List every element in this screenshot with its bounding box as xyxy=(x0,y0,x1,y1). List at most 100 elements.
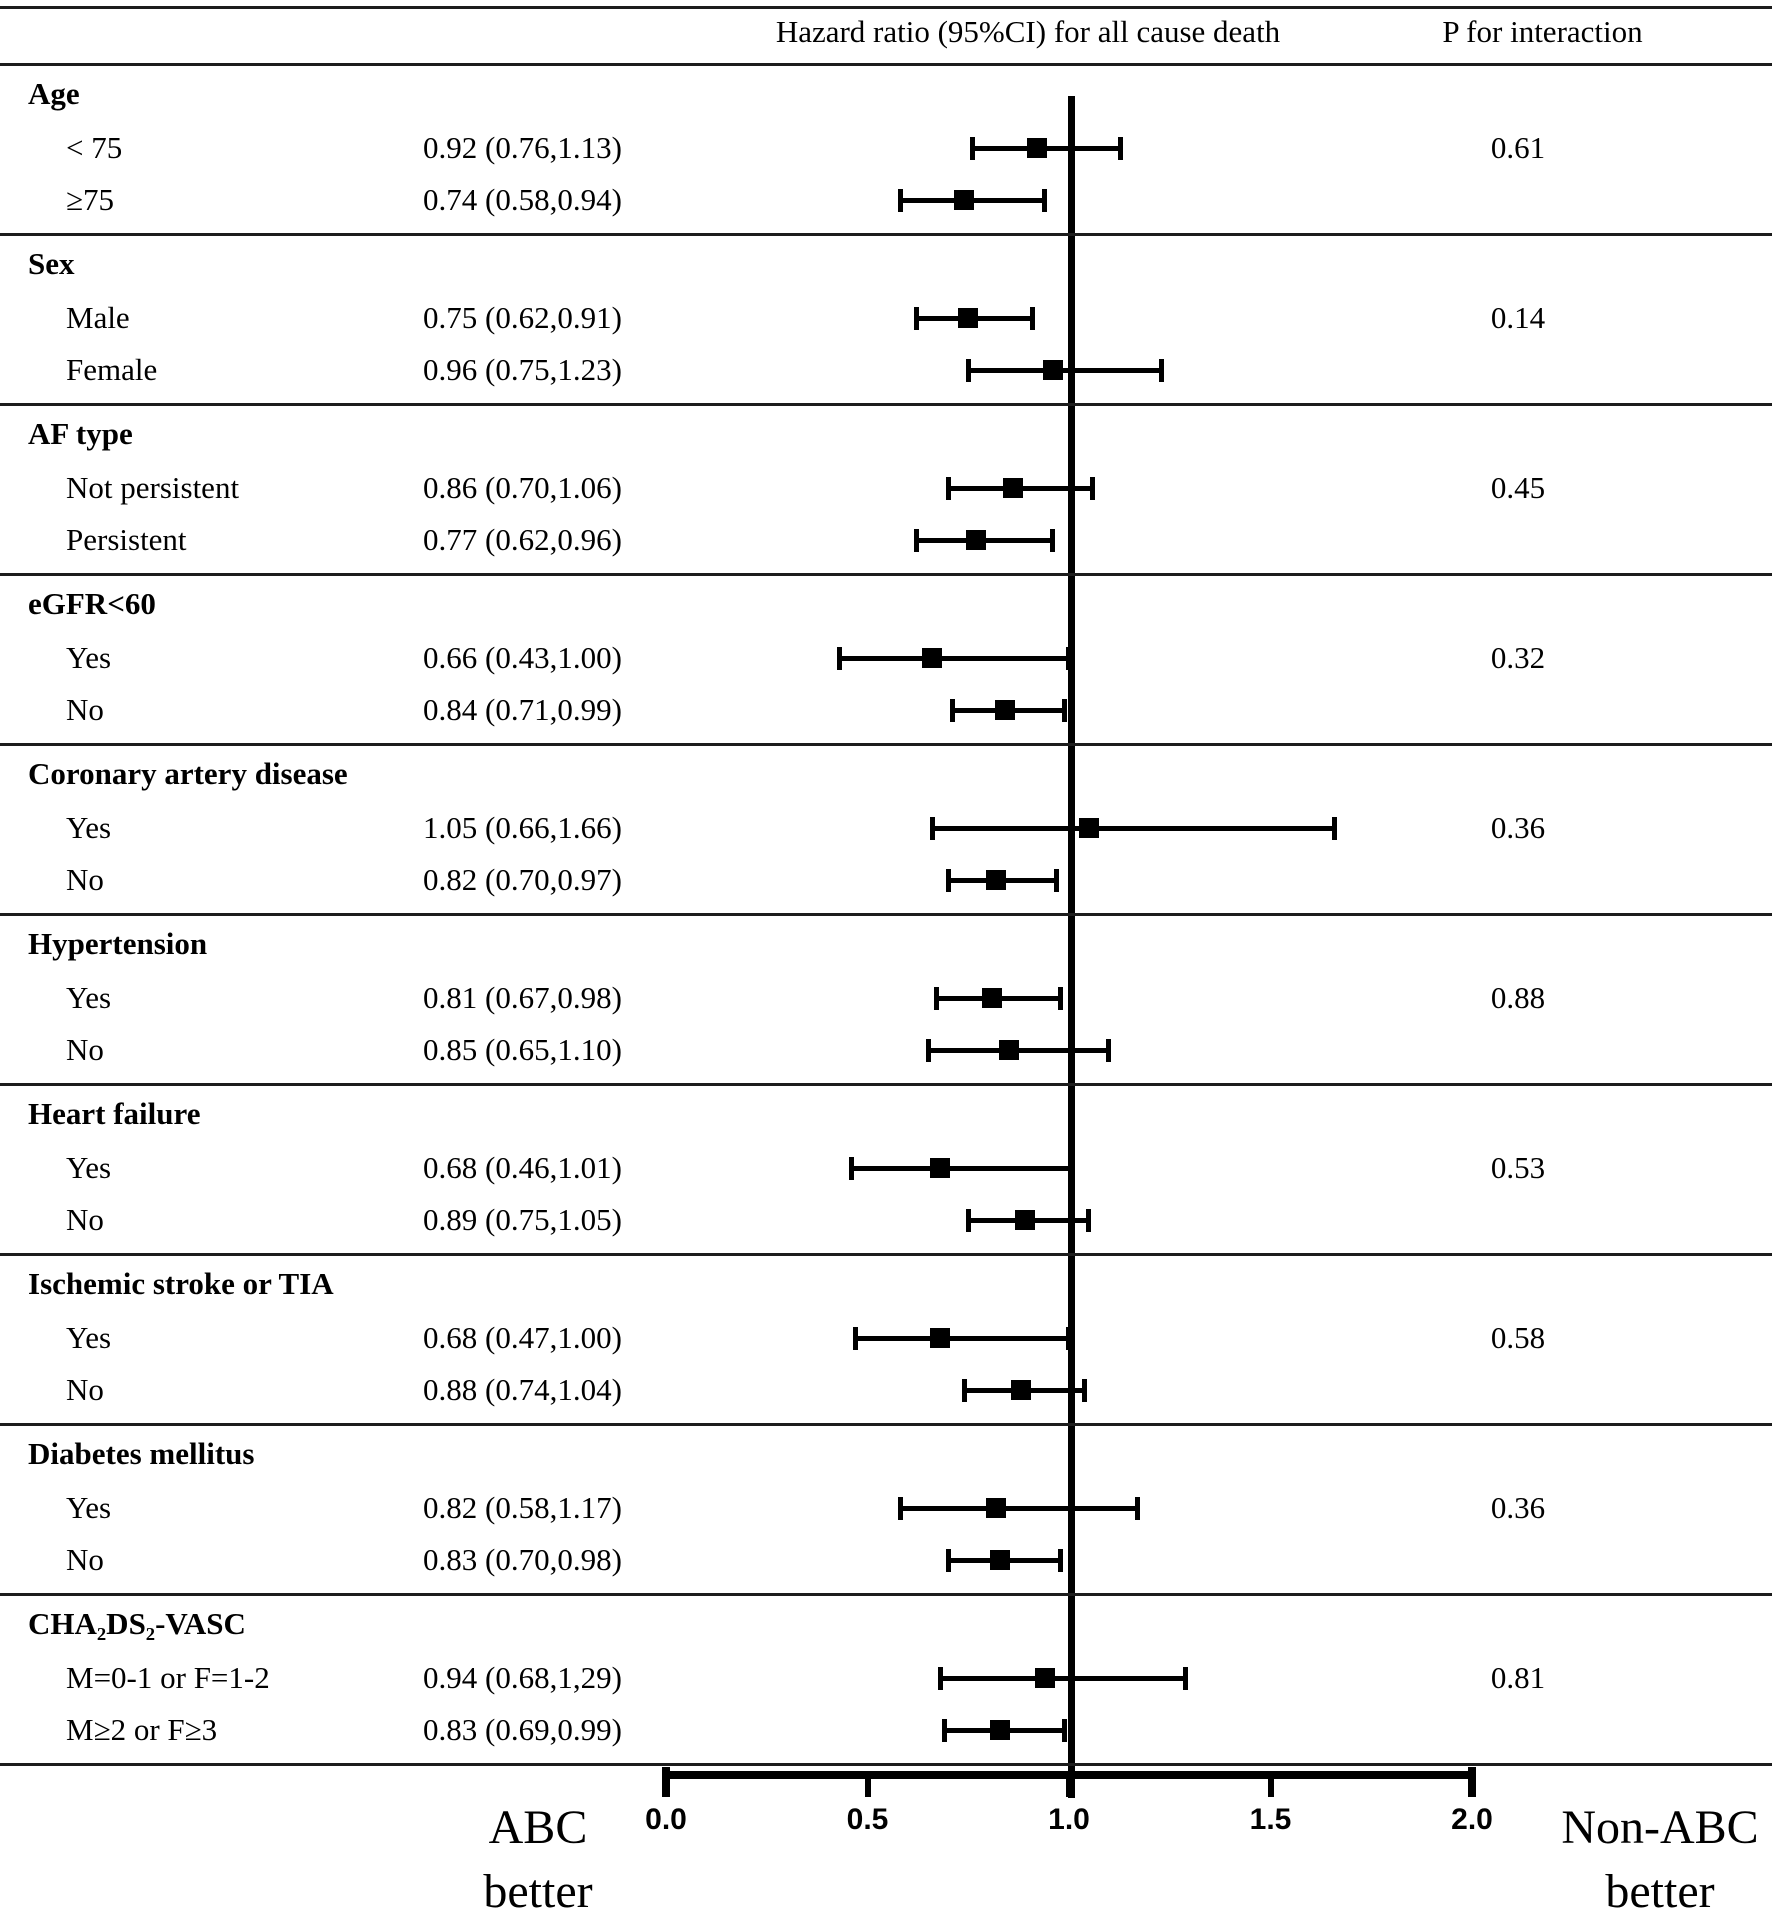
hr-ci-text: 0.85 (0.65,1.10) xyxy=(423,1032,622,1067)
ci-cap-high xyxy=(1029,307,1035,330)
group-separator-rule xyxy=(0,1593,1772,1596)
reference-line xyxy=(1068,96,1075,1798)
group-header-label: AF type xyxy=(28,416,133,451)
hr-point-marker xyxy=(930,1158,951,1178)
hr-ci-text: 1.05 (0.66,1.66) xyxy=(423,810,622,845)
row-label: No xyxy=(66,692,104,727)
ci-cap-low xyxy=(929,817,935,840)
ci-line xyxy=(972,146,1122,151)
hr-ci-text: 0.75 (0.62,0.91) xyxy=(423,300,622,335)
ci-line xyxy=(931,826,1335,831)
ci-cap-low xyxy=(849,1157,855,1180)
group-separator-rule xyxy=(0,1423,1772,1426)
group-separator-rule xyxy=(0,1253,1772,1256)
ci-cap-low xyxy=(897,189,903,212)
ci-cap-low xyxy=(946,1549,952,1572)
p-interaction-value: 0.81 xyxy=(1490,1660,1546,1695)
hr-ci-text: 0.83 (0.69,0.99) xyxy=(423,1712,622,1747)
ci-cap-low xyxy=(950,699,956,722)
hr-ci-text: 0.89 (0.75,1.05) xyxy=(423,1202,622,1237)
group-header-label: Sex xyxy=(28,246,75,281)
top-rule xyxy=(0,6,1772,9)
ci-cap-low xyxy=(946,869,952,892)
row-label: Not persistent xyxy=(66,470,240,505)
row-label: M≥2 or F≥3 xyxy=(66,1712,218,1747)
ci-cap-low xyxy=(913,307,919,330)
row-label: Yes xyxy=(66,1150,112,1185)
row-label: No xyxy=(66,1202,104,1237)
ci-cap-low xyxy=(946,477,952,500)
header-rule xyxy=(0,63,1772,66)
group-header-label: CHA₂DS₂-VASC xyxy=(28,1606,246,1641)
ci-line xyxy=(927,1048,1110,1053)
right-direction-line2: better xyxy=(1605,1865,1715,1918)
hr-ci-text: 0.66 (0.43,1.00) xyxy=(423,640,622,675)
ci-cap-high xyxy=(1053,869,1059,892)
x-axis-tick-label: 0.5 xyxy=(846,1803,889,1836)
group-header-label: Coronary artery disease xyxy=(28,756,348,791)
hr-point-marker xyxy=(1079,818,1100,838)
hr-ci-text: 0.83 (0.70,0.98) xyxy=(423,1542,622,1577)
ci-cap-low xyxy=(934,987,939,1010)
hr-point-marker xyxy=(994,700,1015,720)
group-separator-rule xyxy=(0,233,1772,236)
ci-cap-low xyxy=(837,647,843,670)
row-label: < 75 xyxy=(66,130,123,165)
ci-line xyxy=(851,1166,1074,1171)
hr-ci-text: 0.82 (0.70,0.97) xyxy=(423,862,622,897)
ci-line xyxy=(940,1676,1186,1681)
ci-cap-low xyxy=(966,359,972,382)
ci-cap-high xyxy=(1061,699,1067,722)
hr-ci-text: 0.84 (0.71,0.99) xyxy=(423,692,622,727)
row-label: No xyxy=(66,1372,104,1407)
row-label: Yes xyxy=(66,640,112,675)
ci-cap-high xyxy=(1066,647,1071,670)
group-header-label: Ischemic stroke or TIA xyxy=(28,1266,334,1301)
ci-cap-low xyxy=(970,137,976,160)
ci-cap-high xyxy=(1134,1497,1140,1520)
row-label: No xyxy=(66,1542,104,1577)
ci-cap-high xyxy=(1106,1039,1112,1062)
hr-ci-text: 0.74 (0.58,0.94) xyxy=(423,182,622,217)
ci-cap-high xyxy=(1331,817,1337,840)
ci-line xyxy=(839,656,1069,661)
group-header-label: Heart failure xyxy=(28,1096,201,1131)
group-header-label: Hypertension xyxy=(28,926,208,961)
hr-point-marker xyxy=(986,1498,1007,1518)
group-header-label: Age xyxy=(28,76,80,111)
hr-point-marker xyxy=(930,1328,951,1348)
row-label: No xyxy=(66,862,104,897)
x-axis-tick-label: 1.0 xyxy=(1048,1803,1090,1836)
ci-cap-high xyxy=(1070,1157,1076,1180)
hr-point-marker xyxy=(1002,478,1023,498)
hr-point-marker xyxy=(966,530,987,550)
hr-ci-text: 0.68 (0.46,1.01) xyxy=(423,1150,622,1185)
group-header-label: eGFR<60 xyxy=(28,586,156,621)
p-interaction-value: 0.61 xyxy=(1490,130,1546,165)
group-header-label: Diabetes mellitus xyxy=(28,1436,255,1471)
x-axis-tick xyxy=(1066,1771,1072,1797)
hr-point-marker xyxy=(1026,138,1047,158)
ci-cap-high xyxy=(1118,137,1124,160)
ci-cap-low xyxy=(966,1209,972,1232)
row-label: Yes xyxy=(66,980,112,1015)
hr-point-marker xyxy=(1010,1380,1031,1400)
ci-cap-high xyxy=(1049,529,1055,552)
hr-ci-text: 0.88 (0.74,1.04) xyxy=(423,1372,622,1407)
row-label: Male xyxy=(66,300,130,335)
p-interaction-value: 0.36 xyxy=(1490,1490,1546,1525)
row-label: Female xyxy=(66,352,158,387)
hr-point-marker xyxy=(986,870,1007,890)
p-interaction-value: 0.36 xyxy=(1490,810,1546,845)
group-separator-rule xyxy=(0,403,1772,406)
ci-cap-high xyxy=(1057,987,1063,1010)
group-separator-rule xyxy=(0,743,1772,746)
row-label: Yes xyxy=(66,1490,112,1525)
ci-cap-low xyxy=(962,1379,968,1402)
ci-cap-low xyxy=(853,1327,859,1350)
p-interaction-value: 0.88 xyxy=(1490,980,1546,1015)
ci-line xyxy=(855,1336,1069,1341)
ci-cap-high xyxy=(1061,1719,1067,1742)
hazard-ratio-column-header: Hazard ratio (95%CI) for all cause death xyxy=(775,14,1281,49)
